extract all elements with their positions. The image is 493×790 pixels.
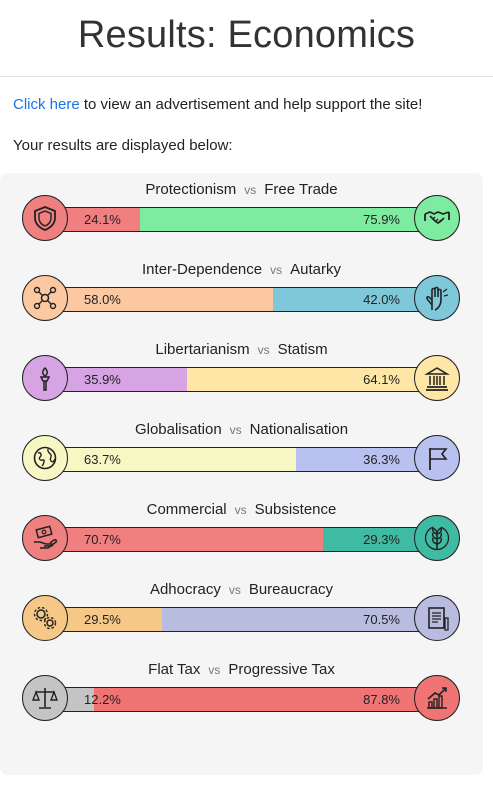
globe-icon [22,435,68,481]
score-bar: 24.1% 75.9% [45,207,439,232]
results-intro: Your results are displayed below: [13,137,233,154]
right-percentage: 87.8% [363,692,400,707]
axis-left-name: Libertarianism [155,341,250,358]
right-percentage: 75.9% [363,212,400,227]
right-percentage: 70.5% [363,612,400,627]
score-bar-left-fill [46,528,324,551]
axis-left-name: Adhocracy [149,581,221,598]
axis-label: Commercial vs Subsistence [0,501,483,518]
axis-row: Inter-Dependence vs Autarky 58.0% 42.0% [0,253,483,333]
right-percentage: 42.0% [363,292,400,307]
axis-label: Flat Tax vs Progressive Tax [0,661,483,678]
axis-vs: vs [229,423,242,437]
axis-right-name: Statism [277,341,328,358]
axis-left-name: Inter-Dependence [142,261,263,278]
axis-right-name: Free Trade [264,181,338,198]
score-bar-right-fill [323,528,438,551]
page-title: Results: Economics [77,14,416,56]
hand-icon [414,275,460,321]
left-percentage: 24.1% [84,212,121,227]
axis-vs: vs [244,183,257,197]
money-hand-icon [22,515,68,561]
left-percentage: 35.9% [84,372,121,387]
government-building-icon [414,355,460,401]
ad-link[interactable]: Click here [13,96,80,113]
axis-vs: vs [234,503,247,517]
score-bar-left-fill [46,208,141,231]
axis-left-name: Flat Tax [148,661,201,678]
axis-label: Libertarianism vs Statism [0,341,483,358]
axis-row: Commercial vs Subsistence 70.7% 29.3% [0,493,483,573]
gears-icon [22,595,68,641]
title-divider [0,76,493,77]
score-bar-right-fill [93,688,438,711]
handshake-icon [414,195,460,241]
axis-left-name: Globalisation [134,421,222,438]
axis-vs: vs [270,263,283,277]
axis-label: Globalisation vs Nationalisation [0,421,483,438]
score-bar: 29.5% 70.5% [45,607,439,632]
axis-left-name: Commercial [146,501,227,518]
axis-row: Libertarianism vs Statism 35.9% 64.1% [0,333,483,413]
score-bar: 63.7% 36.3% [45,447,439,472]
rising-chart-icon [414,675,460,721]
axis-right-name: Nationalisation [249,421,349,438]
axis-label: Protectionism vs Free Trade [0,181,483,198]
right-percentage: 29.3% [363,532,400,547]
left-percentage: 70.7% [84,532,121,547]
axis-right-name: Autarky [290,261,341,278]
score-bar: 70.7% 29.3% [45,527,439,552]
axis-vs: vs [208,663,221,677]
ad-text: to view an advertisement and help suppor… [79,96,423,113]
axis-vs: vs [228,583,241,597]
score-bar-left-fill [46,448,296,471]
score-bar: 35.9% 64.1% [45,367,439,392]
score-bar-right-fill [140,208,438,231]
axis-row: Adhocracy vs Bureaucracy 29.5% 70.5% [0,573,483,653]
score-bar-left-fill [46,608,162,631]
wheat-icon [414,515,460,561]
axis-right-name: Progressive Tax [228,661,335,678]
left-percentage: 63.7% [84,452,121,467]
axis-label: Adhocracy vs Bureaucracy [0,581,483,598]
axis-vs: vs [257,343,270,357]
score-bar: 58.0% 42.0% [45,287,439,312]
ad-line: Click here to view an advertisement and … [13,96,422,113]
right-percentage: 64.1% [363,372,400,387]
left-percentage: 12.2% [84,692,121,707]
score-bar-left-fill [46,288,274,311]
scales-icon [22,675,68,721]
axis-left-name: Protectionism [145,181,237,198]
score-bar-right-fill [161,608,438,631]
axis-right-name: Bureaucracy [248,581,334,598]
torch-icon [22,355,68,401]
document-icon [414,595,460,641]
score-bar: 12.2% 87.8% [45,687,439,712]
left-percentage: 29.5% [84,612,121,627]
axis-right-name: Subsistence [254,501,337,518]
score-bar-right-fill [186,368,438,391]
score-bar-right-fill [295,448,438,471]
score-bar-right-fill [273,288,438,311]
axis-row: Globalisation vs Nationalisation 63.7% 36.3% [0,413,483,493]
axis-row: Flat Tax vs Progressive Tax 12.2% 87.8% [0,653,483,733]
flag-icon [414,435,460,481]
results-panel: Protectionism vs Free Trade 24.1% 75.9% Inter… [0,173,483,775]
right-percentage: 36.3% [363,452,400,467]
network-icon [22,275,68,321]
axis-row: Protectionism vs Free Trade 24.1% 75.9% [0,173,483,253]
left-percentage: 58.0% [84,292,121,307]
score-bar-left-fill [46,368,187,391]
shield-icon [22,195,68,241]
axis-label: Inter-Dependence vs Autarky [0,261,483,278]
